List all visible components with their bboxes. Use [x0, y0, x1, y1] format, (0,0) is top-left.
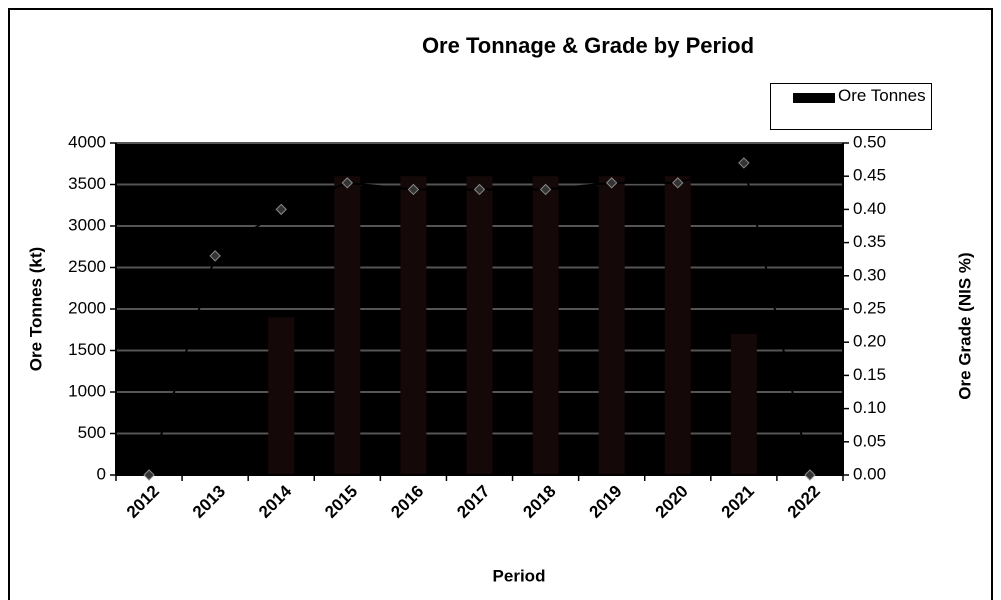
x-tick-label: 2019: [585, 482, 625, 522]
chart-border: [8, 8, 993, 600]
x-tick-label: 2013: [189, 482, 229, 522]
bar: [664, 176, 691, 475]
y2-tick-label: 0.50: [853, 132, 886, 151]
x-tick-label: 2015: [321, 482, 361, 522]
y2-axis-label: Ore Grade (NIS %): [955, 252, 974, 399]
line-marker: [539, 183, 552, 196]
y-tick-label: 3000: [68, 215, 106, 234]
line-marker: [672, 177, 684, 189]
y2-tick-label: 0.00: [853, 464, 886, 483]
x-tick-label: 2017: [453, 482, 493, 522]
y2-tick-label: 0.20: [853, 332, 886, 351]
y2-tick-label: 0.05: [853, 431, 886, 450]
line-marker: [209, 250, 221, 262]
x-tick-label: 2016: [387, 482, 427, 522]
bar: [268, 317, 295, 475]
y-axis-label: Ore Tonnes (kt): [26, 247, 45, 371]
y2-tick-label: 0.35: [853, 232, 886, 251]
bar: [400, 176, 427, 475]
x-tick-label: 2022: [784, 482, 824, 522]
line-marker: [605, 177, 618, 189]
y2-tick-label: 0.30: [853, 265, 886, 284]
bar: [532, 176, 559, 475]
line-marker: [738, 157, 750, 169]
y2-tick-label: 0.25: [853, 298, 886, 317]
y2-tick-label: 0.10: [853, 398, 886, 417]
y-tick-label: 2000: [68, 298, 106, 317]
line-marker: [275, 203, 287, 216]
legend: Ore Tonnes: [770, 83, 932, 130]
x-tick-label: 2014: [255, 481, 296, 522]
line-marker: [407, 183, 420, 196]
legend-swatch: [793, 93, 835, 103]
y-tick-label: 3500: [68, 174, 106, 193]
y2-tick-label: 0.45: [853, 166, 886, 185]
y2-tick-label: 0.15: [853, 365, 886, 384]
y-tick-label: 500: [78, 423, 106, 442]
bar: [598, 176, 625, 475]
chart-title: Ore Tonnage & Grade by Period: [422, 33, 754, 58]
x-axis-label: Period: [493, 566, 546, 585]
x-tick-label: 2012: [123, 482, 163, 522]
line-marker: [143, 469, 155, 481]
bar: [334, 176, 361, 475]
line-marker: [804, 469, 816, 481]
y-tick-label: 2500: [68, 257, 106, 276]
y2-tick-label: 0.40: [853, 199, 886, 218]
y-tick-label: 1000: [68, 381, 106, 400]
line-marker: [473, 183, 486, 196]
y-tick-label: 1500: [68, 340, 106, 359]
x-tick-label: 2018: [519, 482, 559, 522]
y-tick-label: 4000: [68, 132, 106, 151]
bar: [730, 333, 757, 475]
bar: [466, 176, 493, 475]
legend-label: Ore Tonnes: [838, 86, 926, 105]
line-marker: [341, 177, 354, 189]
y-tick-label: 0: [97, 464, 106, 483]
x-tick-label: 2021: [718, 482, 758, 522]
x-tick-label: 2020: [652, 482, 692, 522]
